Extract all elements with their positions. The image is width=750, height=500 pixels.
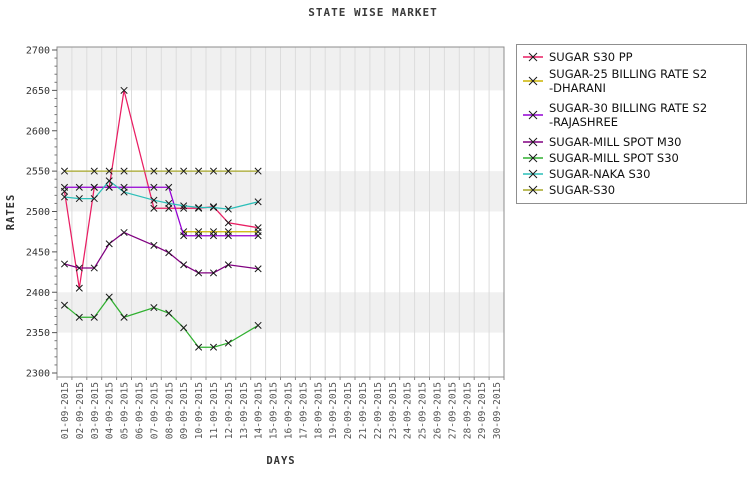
series-line-sugar-mill-spot-s30 (64, 296, 259, 348)
y-tick-label: 2600 (26, 126, 50, 137)
x-tick-label: 05-09-2015 (120, 382, 131, 439)
legend-item-label: SUGAR-S30 (549, 182, 616, 197)
legend-series-marker-icon (523, 52, 543, 62)
y-tick-label: 2300 (26, 369, 50, 380)
x-tick-label: 19-09-2015 (328, 382, 339, 439)
x-tick-label: 02-09-2015 (75, 382, 86, 439)
y-tick-label: 2550 (26, 167, 50, 178)
x-tick-label: 04-09-2015 (105, 382, 116, 439)
x-tick-label: 08-09-2015 (164, 382, 175, 439)
legend-item: SUGAR-25 BILLING RATE S2 -DHARANI (523, 67, 742, 96)
legend-series-marker-icon (523, 153, 543, 163)
series-markers (60, 293, 262, 351)
x-tick-label: 28-09-2015 (462, 382, 473, 439)
legend-item: SUGAR-S30 (523, 183, 742, 198)
legend-item-label: SUGAR S30 PP (549, 50, 633, 64)
legend-item: SUGAR-MILL SPOT M30 (523, 135, 742, 150)
x-tick-label: 29-09-2015 (477, 382, 488, 439)
series-markers (60, 228, 262, 277)
x-tick-label: 14-09-2015 (254, 382, 265, 439)
legend: SUGAR S30 PP SUGAR-25 BILLING RATE S2 -DHA… (516, 44, 747, 204)
series-markers (60, 183, 262, 240)
x-tick-label: 17-09-2015 (298, 382, 309, 439)
x-tick-label: 20-09-2015 (343, 382, 354, 439)
series-line-sugar-naka-s30 (64, 179, 259, 210)
legend-item-label: SUGAR-25 BILLING RATE S2 -DHARANI (549, 66, 708, 96)
x-tick-label: 07-09-2015 (149, 382, 160, 439)
legend-item: SUGAR S30 PP (523, 50, 742, 65)
legend-item-label: SUGAR-NAKA S30 (549, 166, 651, 181)
series-line-sugar-mill-spot-m30 (64, 231, 259, 274)
plot-layers: 2300 2350 2400 2450 2500 2550 2600 2650 2700 01-0… (26, 46, 505, 439)
y-tick-label: 2400 (26, 288, 50, 299)
x-tick-label: 13-09-2015 (239, 382, 250, 439)
legend-item: SUGAR-MILL SPOT S30 (523, 151, 742, 166)
series-line-sugar-30-billing-rate-s2-rajashree (64, 186, 259, 237)
legend-item-label: SUGAR-30 BILLING RATE S2 -RAJASHREE (549, 100, 708, 130)
x-tick-label: 21-09-2015 (358, 382, 369, 439)
x-tick-label: 11-09-2015 (209, 382, 220, 439)
legend-series-marker-icon (523, 76, 543, 86)
legend-item-label: SUGAR-MILL SPOT M30 (549, 134, 682, 149)
x-tick-label: 09-09-2015 (179, 382, 190, 439)
x-tick-label: 24-09-2015 (403, 382, 414, 439)
legend-item: SUGAR-NAKA S30 (523, 167, 742, 182)
x-tick-label: 03-09-2015 (90, 382, 101, 439)
x-tick-label: 16-09-2015 (283, 382, 294, 439)
x-tick-label: 01-09-2015 (60, 382, 71, 439)
x-tick-label: 10-09-2015 (194, 382, 205, 439)
x-tick-label: 15-09-2015 (269, 382, 280, 439)
y-tick-label: 2650 (26, 86, 50, 97)
y-tick-label: 2350 (26, 328, 50, 339)
x-tick-label: 22-09-2015 (373, 382, 384, 439)
legend-series-marker-icon (523, 169, 543, 179)
y-tick-label: 2500 (26, 207, 50, 218)
x-tick-label: 30-09-2015 (492, 382, 503, 439)
x-tick-label: 18-09-2015 (313, 382, 324, 439)
x-tick-label: 23-09-2015 (388, 382, 399, 439)
legend-item-label: SUGAR-MILL SPOT S30 (549, 150, 679, 165)
legend-item: SUGAR-30 BILLING RATE S2 -RAJASHREE (523, 101, 742, 130)
x-tick-label: 12-09-2015 (224, 382, 235, 439)
series-markers (60, 167, 262, 175)
legend-series-marker-icon (523, 137, 543, 147)
legend-series-marker-icon (523, 110, 543, 120)
series-markers (180, 228, 262, 236)
x-axis-label: DAYS (266, 455, 295, 467)
legend-series-marker-icon (523, 185, 543, 195)
x-tick-label: 25-09-2015 (418, 382, 429, 439)
y-axis-label: RATES (5, 194, 17, 231)
y-tick-label: 2450 (26, 247, 50, 258)
y-tick-label: 2700 (26, 46, 50, 57)
chart-title: STATE WISE MARKET (308, 6, 438, 19)
x-tick-label: 26-09-2015 (432, 382, 443, 439)
x-tick-label: 06-09-2015 (134, 382, 145, 439)
x-tick-label: 27-09-2015 (447, 382, 458, 439)
series-markers (60, 177, 262, 213)
